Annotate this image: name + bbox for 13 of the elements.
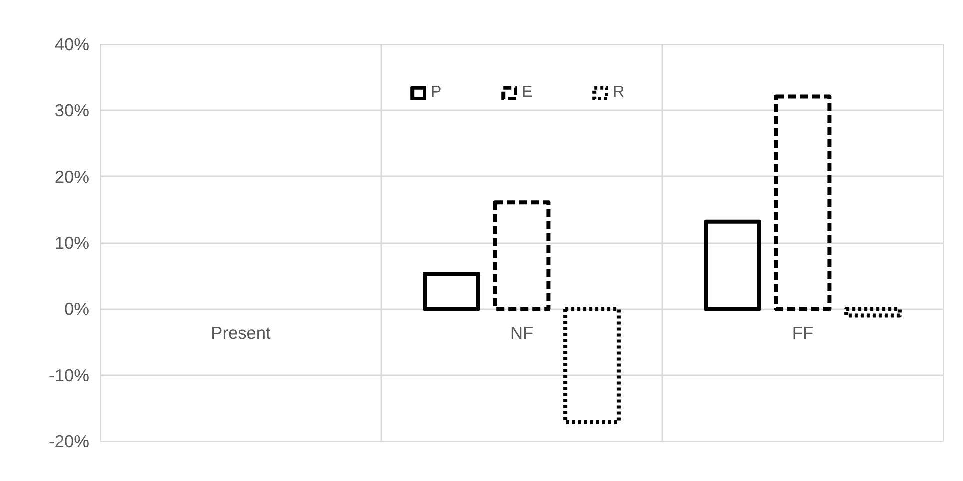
y-tick-label: -10% [49,365,90,386]
legend-label: P [431,84,443,102]
y-tick-label: -20% [49,432,90,452]
x-tick-label: Present [211,323,272,344]
y-tick-label: 40% [54,34,90,54]
y-tick-label: 20% [54,166,90,187]
legend-label: R [613,84,626,102]
x-tick-label: FF [792,323,814,344]
y-tick-label: 30% [54,100,90,121]
legend-label: E [522,84,534,102]
x-tick-label: NF [510,323,534,344]
y-tick-label: 10% [54,233,90,253]
y-tick-label: 0% [64,299,90,320]
